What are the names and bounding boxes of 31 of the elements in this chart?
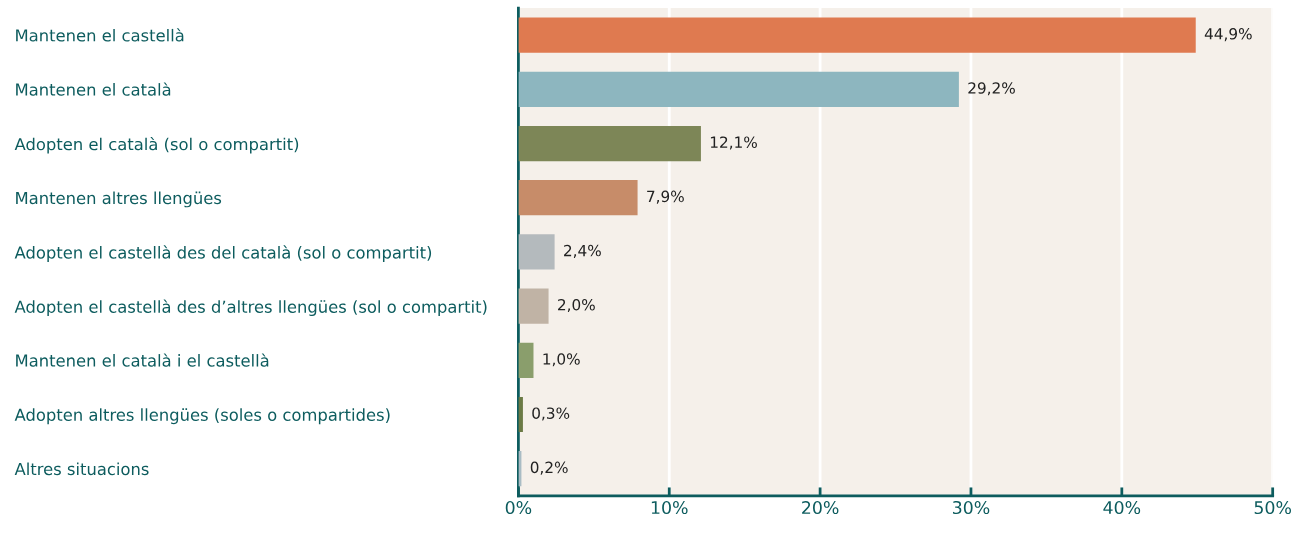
- bar: [518, 125, 701, 162]
- y-tick-label: Mantenen altres llengües: [16, 191, 222, 208]
- x-tick-label: 10%: [651, 500, 688, 515]
- data-label: 29,2%: [968, 82, 1015, 96]
- bar: [518, 180, 638, 216]
- y-tick-label: Mantenen el català i el castellà: [16, 353, 269, 367]
- data-label: 2,0%: [558, 298, 595, 313]
- bar: [518, 288, 549, 324]
- bar: [518, 71, 959, 107]
- x-tick-label: 20%: [802, 500, 839, 515]
- data-label: 12,1%: [710, 136, 757, 150]
- data-label: 2,4%: [564, 244, 601, 258]
- data-label: 0,3%: [532, 407, 570, 421]
- y-tick-label: Adopten el català (sol o compartit): [14, 136, 299, 154]
- data-label: 7,9%: [647, 190, 684, 204]
- x-tick-label: 40%: [1103, 500, 1141, 515]
- data-label: 44,9%: [1204, 28, 1252, 42]
- x-tick-label: 0%: [505, 500, 532, 515]
- y-tick-label: Mantenen el castellà: [16, 28, 184, 42]
- x-tick-label: 50%: [1254, 500, 1292, 515]
- data-label: 0,2%: [530, 461, 568, 475]
- y-tick-label: Adopten el castellà des del català (sol o compartit): [14, 245, 432, 262]
- y-tick-label: Mantenen el català: [16, 82, 171, 96]
- x-tick-label: 30%: [952, 500, 990, 515]
- bar: [518, 17, 1196, 53]
- y-tick-label: Adopten el castellà des d’altres llengües (sol o compartit): [14, 299, 487, 317]
- data-label: 1,0%: [543, 353, 580, 367]
- bar: [518, 234, 555, 270]
- bar: [518, 342, 534, 378]
- y-tick-label: Altres situacions: [14, 462, 149, 476]
- y-tick-label: Adopten altres llengües (soles o compartides): [14, 408, 390, 425]
